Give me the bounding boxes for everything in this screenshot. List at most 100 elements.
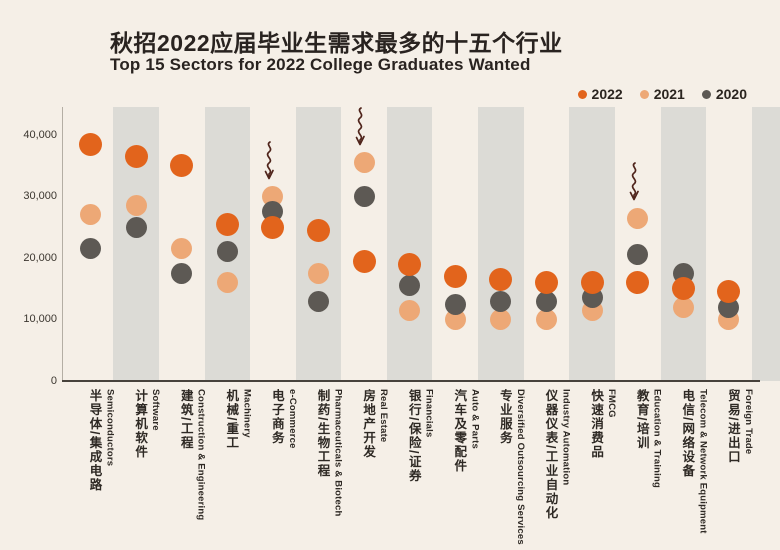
x-category-label-telecom-network-equipment: 电信/网络设备 Telecom & Network Equipment <box>679 389 708 534</box>
dot-2022-telecom-network-equipment <box>671 277 695 301</box>
dot-2021-software <box>125 195 147 217</box>
category-label-en: Foreign Trade <box>742 389 754 455</box>
dot-2022-financials <box>398 252 422 276</box>
dot-2020-pharmaceuticals-biotech <box>308 290 329 312</box>
dot-2021-auto-parts <box>444 309 466 330</box>
column-band <box>569 107 615 381</box>
x-category-label-machinery: 机械/重工 Machinery <box>223 389 252 450</box>
legend-item-2022: 2022 <box>577 86 623 102</box>
dot-2021-construction-engineering <box>171 238 193 260</box>
x-category-label-software: 计算机软件 Software <box>132 389 161 459</box>
legend-label: 2021 <box>653 86 685 102</box>
category-label-zh: 电信/网络设备 <box>680 389 695 478</box>
y-tick-label: 10,000 <box>23 313 57 325</box>
x-category-label-e-commerce: 电子商务 e-Commerce <box>269 389 298 449</box>
category-label-en: Real Estate <box>378 389 390 443</box>
legend: 2022 2021 2020 <box>577 86 747 102</box>
y-tick-label: 0 <box>50 374 57 387</box>
category-label-zh: 建筑/工程 <box>178 389 193 450</box>
category-label-zh: 教育/培训 <box>634 389 649 450</box>
legend-item-2020: 2020 <box>701 86 747 102</box>
category-label-zh: 仪器仪表/工业自动化 <box>543 389 558 520</box>
category-label-zh: 电子商务 <box>269 389 284 445</box>
category-label-zh: 制药/生物工程 <box>315 389 330 478</box>
x-axis-line <box>62 380 760 382</box>
category-label-en: Construction & Engineering <box>195 389 207 521</box>
dot-2020-diversified-outsourcing-services <box>490 290 512 312</box>
dot-2022-industry-automation <box>535 271 558 295</box>
page-title: 秋招2022应届毕业生需求最多的十五个行业 <box>110 30 563 56</box>
category-label-en: Software <box>150 389 162 431</box>
legend-dot-icon <box>701 89 711 99</box>
dot-2022-education-training <box>626 271 650 295</box>
category-label-zh: 计算机软件 <box>133 389 148 459</box>
category-label-en: Pharmaceuticals & Biotech <box>332 389 344 517</box>
dot-2021-education-training <box>627 207 649 229</box>
dot-2020-semiconductors <box>80 238 101 260</box>
category-label-en: Financials <box>423 389 435 438</box>
dot-2022-fmcg <box>580 271 604 295</box>
category-label-en: Industry Automation <box>560 389 572 486</box>
dot-2020-education-training <box>627 244 649 266</box>
dot-2022-auto-parts <box>443 264 467 288</box>
y-axis-line <box>62 107 63 381</box>
dot-2022-construction-engineering <box>170 154 194 178</box>
category-label-zh: 机械/重工 <box>224 389 239 450</box>
category-label-zh: 快速消费品 <box>589 389 604 459</box>
dot-2022-real-estate <box>352 249 376 273</box>
legend-item-2021: 2021 <box>639 86 685 102</box>
x-category-label-pharmaceuticals-biotech: 制药/生物工程 Pharmaceuticals & Biotech <box>315 389 344 517</box>
y-tick-label: 30,000 <box>23 190 57 202</box>
category-label-zh: 银行/保险/证券 <box>406 389 421 483</box>
column-band <box>751 107 780 381</box>
x-category-label-fmcg: 快速消费品 FMCG <box>588 389 617 459</box>
legend-dot-icon <box>577 89 587 99</box>
y-tick-label: 40,000 <box>23 128 57 141</box>
column-band <box>295 107 342 381</box>
dot-2020-software <box>125 216 147 238</box>
x-category-label-construction-engineering: 建筑/工程 Construction & Engineering <box>178 389 207 520</box>
legend-label: 2020 <box>715 86 747 102</box>
column-band <box>478 107 524 381</box>
column-band <box>386 107 433 381</box>
column-band <box>660 107 707 381</box>
dot-2020-machinery <box>216 241 238 263</box>
category-label-zh: 专业服务 <box>497 389 512 445</box>
category-label-en: Diversified Outsourcing Services <box>514 389 526 545</box>
dot-2021-diversified-outsourcing-services <box>490 309 512 330</box>
dot-2020-auto-parts <box>444 293 466 315</box>
dot-2021-machinery <box>216 272 238 294</box>
category-label-zh: 半导体/集成电路 <box>87 389 102 492</box>
category-label-en: e-Commerce <box>286 389 298 449</box>
category-label-en: Auto & Parts <box>469 389 481 449</box>
dot-2022-pharmaceuticals-biotech <box>307 218 330 242</box>
dot-2020-financials <box>399 275 421 297</box>
dot-2020-real-estate <box>353 186 375 207</box>
category-label-en: Semiconductors <box>104 389 116 467</box>
dot-2021-pharmaceuticals-biotech <box>308 262 329 284</box>
y-tick-label: 20,000 <box>23 251 57 264</box>
dot-2021-telecom-network-equipment <box>672 296 694 318</box>
x-category-label-industry-automation: 仪器仪表/工业自动化 Industry Automation <box>543 389 572 520</box>
dot-2022-machinery <box>215 212 239 236</box>
x-category-label-foreign-trade: 贸易/进出口 Foreign Trade <box>725 389 754 464</box>
dot-2022-e-commerce <box>261 215 285 239</box>
dot-2021-financials <box>399 299 421 321</box>
dot-2021-industry-automation <box>536 309 557 330</box>
x-category-label-auto-parts: 汽车及零配件 Auto & Parts <box>451 389 480 473</box>
x-category-label-diversified-outsourcing-services: 专业服务 Diversified Outsourcing Services <box>497 389 526 545</box>
x-category-label-semiconductors: 半导体/集成电路 Semiconductors <box>87 389 116 492</box>
dot-2022-foreign-trade <box>717 280 741 304</box>
category-label-en: Machinery <box>241 389 253 438</box>
x-category-label-real-estate: 房地产开发 Real Estate <box>360 389 389 459</box>
dot-2022-semiconductors <box>79 132 102 156</box>
dot-2020-industry-automation <box>536 290 557 312</box>
category-label-zh: 房地产开发 <box>361 389 376 459</box>
dot-2021-semiconductors <box>80 204 101 226</box>
category-label-en: FMCG <box>606 389 618 418</box>
category-label-zh: 汽车及零配件 <box>452 389 467 473</box>
squiggle-down-arrow-icon <box>627 161 641 207</box>
dot-2022-software <box>124 145 148 169</box>
x-category-label-education-training: 教育/培训 Education & Training <box>634 389 663 488</box>
